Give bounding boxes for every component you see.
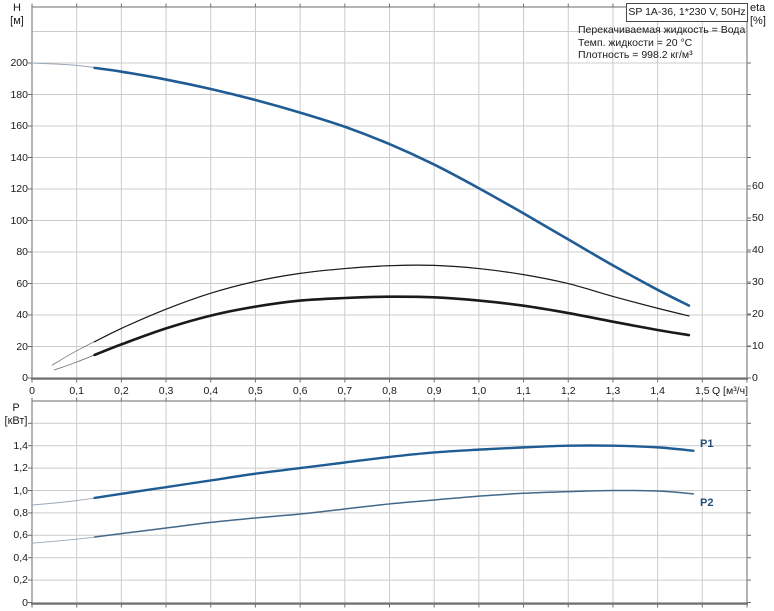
tick-label: 0,8 [382,385,397,397]
tick-label: 0,4 [203,385,219,397]
curve-eta-pump [93,264,690,343]
p-axis-unit-dim: [кВт] [4,415,28,427]
condition-line-density: Плотность = 998.2 кг/м³ [578,49,693,61]
tick-label: 0,4 [13,551,28,564]
tick-label: 40 [752,244,764,256]
tick-label: 0 [22,372,28,384]
tick-label: 0,1 [69,385,84,397]
tick-label: 0,3 [158,385,174,397]
tick-label: 1,0 [471,385,487,397]
p2-curve-label: P2 [700,497,714,509]
condition-line-liquid: Перекачиваемая жидкость = Вода [578,24,746,36]
tick-label: 1,1 [516,385,531,397]
tick-label: 0,6 [13,529,28,542]
pump-title-box: SP 1A-36, 1*230 V, 50Hz [626,3,748,22]
tick-label: 0 [22,596,28,609]
eta-axis-unit-symbol: eta [750,2,766,14]
eta-axis-unit-dim: [%] [750,15,766,27]
curve-h [93,66,691,307]
tick-label: 120 [10,183,28,195]
p-axis-unit-symbol: P [12,402,20,414]
h-axis-unit-symbol: H [13,2,21,14]
condition-line-temperature: Темп. жидкости = 20 °C [578,36,693,49]
tick-label: 0,5 [248,385,263,397]
tick-label: 160 [10,120,28,132]
tick-label: 50 [752,212,764,224]
curve-p2 [93,489,695,538]
tick-label: 100 [10,214,28,227]
tick-label: 1,4 [650,385,665,397]
tick-label: 1,3 [605,385,621,397]
curve-p1 [93,444,695,500]
tick-label: 20 [16,340,28,353]
curve-eta-total [93,295,691,357]
tick-label: 1,0 [13,484,28,497]
tick-label: 180 [10,88,28,101]
h-axis-unit-dim: [м] [10,15,24,27]
tick-label: 0 [29,385,35,397]
p1-curve-label: P1 [700,438,714,450]
tick-label: 0,9 [426,385,442,397]
tick-label: 40 [16,309,28,321]
tick-label: 1,2 [560,385,576,397]
tick-label: 0 [752,372,758,384]
tick-label: 1,4 [13,439,28,452]
tick-label: 140 [10,151,28,164]
tick-label: 80 [16,246,28,258]
tick-label: 200 [10,57,28,69]
tick-label: 0,6 [292,385,308,397]
tick-label: 20 [752,308,764,320]
tick-label: 0,2 [13,574,28,587]
eta-axis-unit: eta [%] [750,2,774,28]
tick-label: 30 [752,276,764,288]
tick-label: 0,2 [114,385,129,397]
tick-label: 1,2 [13,462,28,475]
tick-label: 10 [752,340,764,352]
q-axis-unit: Q [м³/ч] [711,385,748,397]
tick-label: 1,5 [695,385,710,397]
curve-p1-lead [31,444,694,506]
tick-label: 0,7 [337,385,353,397]
p-axis-unit: P [кВт] [1,402,31,428]
tick-label: 60 [752,180,764,192]
tick-label: 0,8 [13,506,28,519]
tick-label: 60 [16,277,28,290]
curve-h-lead [31,62,690,307]
h-axis-unit: H [м] [3,2,31,28]
